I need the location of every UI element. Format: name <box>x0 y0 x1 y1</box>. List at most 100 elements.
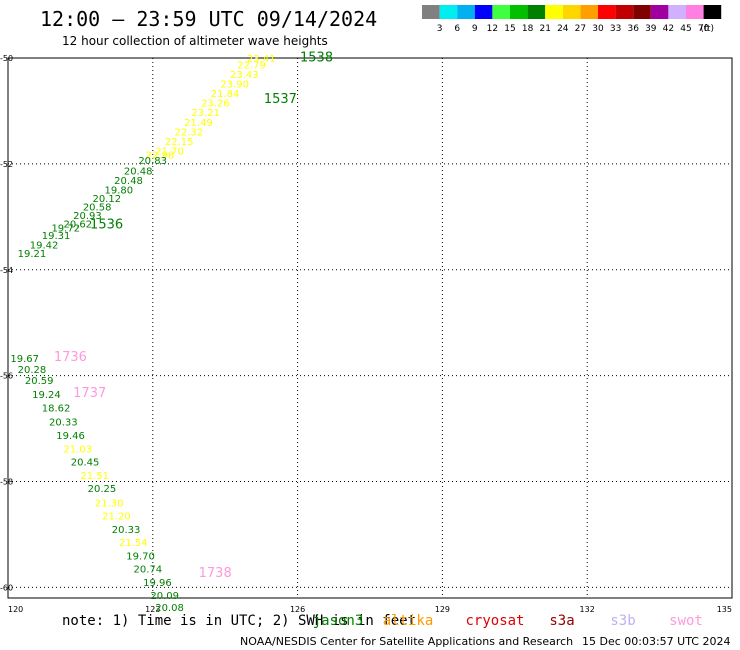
wave-height-value: 21.84 <box>211 89 240 100</box>
scale-swatch <box>615 5 634 19</box>
wave-height-value: 20.09 <box>150 591 179 602</box>
satellite-legend: jason3 altika cryosat s3a s3b swot <box>313 613 703 629</box>
y-tick-label: -52 <box>0 160 13 169</box>
x-axis-ticks: 120 123 126 129 132 135 <box>8 605 732 614</box>
scale-tick-label: 27 <box>575 24 586 34</box>
chart-title: 12:00 – 23:59 UTC 09/14/2024 <box>40 7 377 31</box>
y-tick-label: -54 <box>0 266 13 275</box>
scale-swatch <box>668 5 686 19</box>
wave-height-value: 20.12 <box>92 194 121 205</box>
wave-height-value: 19.72 <box>51 224 80 235</box>
wave-height-value: 20.74 <box>133 565 162 576</box>
y-tick-label: -56 <box>0 372 13 381</box>
wave-height-value: 19.31 <box>42 231 71 242</box>
grid-lines <box>8 58 732 598</box>
wave-height-labels: 23.4122.7923.4323.9021.8423.2623.2121.49… <box>10 54 275 614</box>
scale-unit-label: (ft) <box>700 24 714 34</box>
wave-height-value: 21.30 <box>95 498 124 509</box>
wave-height-value: 20.58 <box>83 202 112 213</box>
wave-height-value: 19.42 <box>30 241 59 252</box>
wave-height-value: 23.21 <box>191 108 220 119</box>
wave-height-value: 21.49 <box>184 118 213 129</box>
wave-height-value: 22.79 <box>237 61 266 72</box>
pass-number-label: 1537 <box>264 92 297 107</box>
y-tick-label: -58 <box>0 478 13 487</box>
satellite-legend-s3b: s3b <box>610 613 635 629</box>
pass-number-label: 1737 <box>73 386 106 401</box>
scale-swatch <box>439 5 458 19</box>
scale-swatch <box>633 5 651 19</box>
wave-height-value: 20.93 <box>73 211 102 222</box>
plot-frame <box>7 57 733 599</box>
wave-height-value: 22.15 <box>165 137 194 148</box>
scale-tick-label: 39 <box>645 24 657 34</box>
footer-timestamp: 15 Dec 00:03:57 UTC 2024 <box>582 635 730 648</box>
wave-height-value: 19.24 <box>32 390 61 401</box>
scale-tick-label: 21 <box>539 24 550 34</box>
wave-height-value: 20.45 <box>71 458 100 469</box>
scale-swatch <box>686 5 704 19</box>
wave-height-value: 19.70 <box>126 551 155 562</box>
wave-height-value: 20.08 <box>155 603 184 614</box>
wave-height-value: 20.59 <box>25 376 54 387</box>
scale-swatch <box>457 5 475 19</box>
wave-height-value: 23.90 <box>220 80 249 91</box>
x-tick-label: 132 <box>580 605 595 614</box>
wave-height-value: 19.96 <box>143 578 172 589</box>
x-tick-label: 135 <box>717 605 732 614</box>
wave-height-value: 20.25 <box>88 484 117 495</box>
footer-note: note: 1) Time is in UTC; 2) SWH is in fe… <box>62 613 416 629</box>
scale-swatch <box>650 5 669 19</box>
x-tick-label: 120 <box>8 605 23 614</box>
scale-tick-label: 36 <box>627 24 639 34</box>
pass-number-label: 1738 <box>199 566 232 581</box>
wave-height-value: 20.28 <box>18 365 47 376</box>
wave-height-value: 22.32 <box>175 127 204 138</box>
satellite-legend-cryosat: cryosat <box>465 613 524 629</box>
wave-height-value: 23.43 <box>230 70 259 81</box>
wave-height-value: 23.26 <box>201 99 230 110</box>
scale-tick-label: 30 <box>592 24 604 34</box>
chart-subtitle: 12 hour collection of altimeter wave hei… <box>62 34 328 48</box>
scale-tick-label: 15 <box>504 24 515 34</box>
scale-swatch <box>422 5 440 19</box>
scale-tick-label: 33 <box>610 24 621 34</box>
scale-tick-label: 3 <box>437 24 443 34</box>
wave-height-value: 20.62 <box>64 219 93 230</box>
wave-height-value: 19.21 <box>18 249 47 260</box>
scale-swatch <box>510 5 528 19</box>
wave-height-value: 19.46 <box>56 431 85 442</box>
pass-labels: 1538 1537 1536 1736 1737 1738 <box>54 51 333 581</box>
scale-swatch <box>474 5 493 19</box>
y-tick-label: -50 <box>0 54 13 63</box>
footer-credit: NOAA/NESDIS Center for Satellite Applica… <box>240 635 573 648</box>
wave-height-value: 19.67 <box>10 354 39 365</box>
wave-height-value: 21.54 <box>119 538 148 549</box>
scale-tick-label: 42 <box>663 24 674 34</box>
wave-height-value: 21.20 <box>102 512 131 523</box>
scale-swatch <box>527 5 546 19</box>
satellite-legend-s3a: s3a <box>549 613 574 629</box>
x-tick-label: 123 <box>145 605 160 614</box>
scale-tick-label: 9 <box>472 24 478 34</box>
scale-tick-label: 45 <box>680 24 691 34</box>
satellite-legend-swot: swot <box>669 613 703 629</box>
x-tick-label: 126 <box>290 605 305 614</box>
wave-height-value: 22.98 <box>146 151 175 162</box>
wave-height-value: 20.83 <box>138 156 167 167</box>
scale-swatch <box>562 5 581 19</box>
scale-swatch <box>492 5 510 19</box>
scale-tick-label: 24 <box>557 24 569 34</box>
scale-tick-label: 70 <box>698 24 710 34</box>
scale-swatch <box>545 5 563 19</box>
x-tick-label: 129 <box>435 605 450 614</box>
scale-swatch <box>703 5 722 19</box>
wave-height-value: 19.80 <box>105 186 134 197</box>
wave-height-value: 21.51 <box>80 471 109 482</box>
pass-number-label: 1736 <box>54 350 87 365</box>
wave-height-color-scale: 3 6 9 12 15 18 21 24 27 30 33 36 39 42 45 70(ft) <box>422 5 722 34</box>
wave-height-value: 20.33 <box>49 417 78 428</box>
scale-tick-label: 18 <box>522 24 534 34</box>
wave-height-value: 18.62 <box>42 404 71 415</box>
